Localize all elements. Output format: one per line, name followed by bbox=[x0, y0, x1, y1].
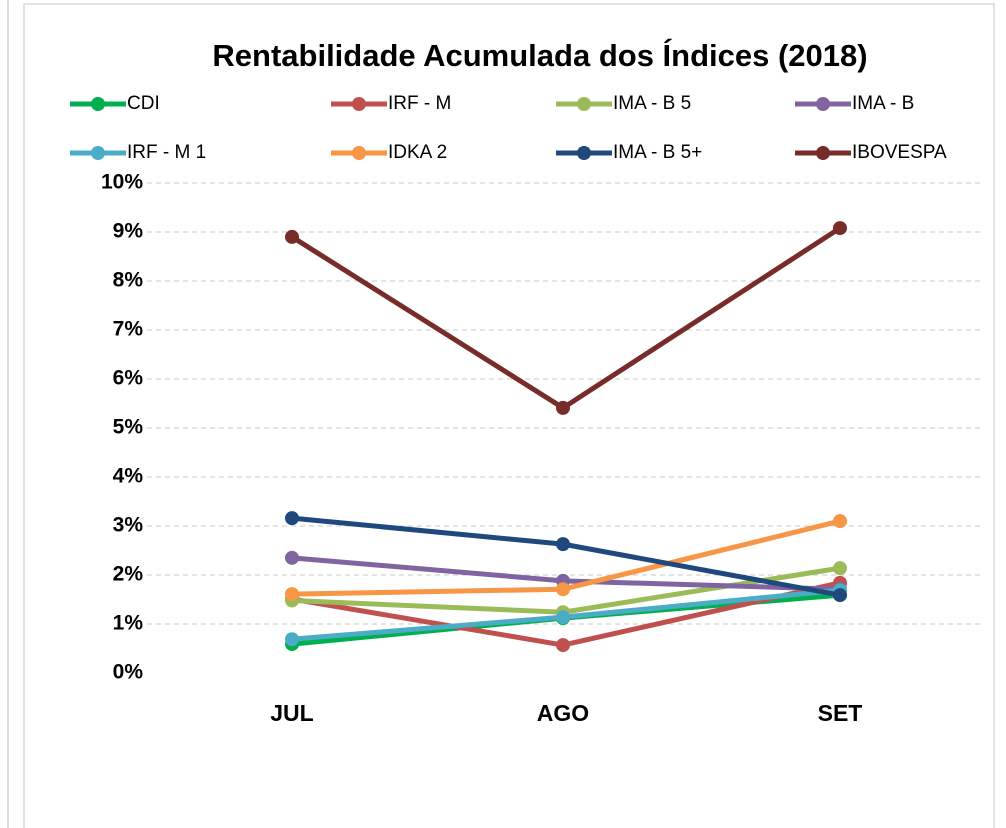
legend-marker bbox=[577, 97, 591, 111]
data-point bbox=[556, 537, 570, 552]
legend-label: IMA - B 5 bbox=[613, 93, 691, 114]
legend-marker bbox=[816, 146, 830, 160]
y-tick-label: 6% bbox=[113, 367, 144, 390]
legend-marker bbox=[352, 97, 366, 111]
y-tick-label: 3% bbox=[113, 514, 144, 537]
legend-label: IDKA 2 bbox=[388, 142, 447, 163]
data-point bbox=[556, 400, 570, 415]
legend-marker bbox=[816, 97, 830, 111]
data-point bbox=[556, 582, 570, 597]
data-point bbox=[556, 610, 570, 625]
x-tick-label: SET bbox=[818, 700, 863, 726]
y-tick-label: 4% bbox=[113, 465, 144, 488]
y-tick-label: 10% bbox=[101, 171, 143, 194]
y-tick-label: 1% bbox=[113, 612, 144, 635]
legend-label: IMA - B 5+ bbox=[613, 142, 702, 163]
legend-label: IMA - B bbox=[852, 93, 914, 114]
legend-label: IBOVESPA bbox=[852, 142, 947, 163]
data-point bbox=[833, 221, 847, 236]
series-line bbox=[290, 225, 842, 411]
legend-label: IRF - M 1 bbox=[127, 142, 206, 163]
y-tick-label: 2% bbox=[113, 563, 144, 586]
legend-marker bbox=[91, 146, 105, 160]
chart-title: Rentabilidade Acumulada dos Índices (201… bbox=[212, 38, 867, 73]
x-tick-label: AGO bbox=[537, 700, 589, 726]
data-point bbox=[833, 588, 847, 603]
y-tick-label: 9% bbox=[113, 220, 144, 243]
data-point bbox=[833, 561, 847, 576]
data-point bbox=[285, 550, 299, 565]
data-point bbox=[285, 511, 299, 526]
x-tick-label: JUL bbox=[270, 700, 313, 726]
data-point bbox=[285, 587, 299, 602]
data-point bbox=[285, 632, 299, 647]
y-tick-label: 7% bbox=[113, 318, 144, 341]
chart-frame bbox=[23, 3, 995, 828]
y-tick-label: 5% bbox=[113, 416, 144, 439]
legend-label: CDI bbox=[127, 93, 160, 114]
legend-marker bbox=[352, 146, 366, 160]
y-tick-label: 0% bbox=[113, 661, 144, 684]
legend-marker bbox=[91, 97, 105, 111]
legend-label: IRF - M bbox=[388, 93, 451, 114]
data-point bbox=[285, 229, 299, 244]
y-tick-label: 8% bbox=[113, 269, 144, 292]
data-point bbox=[556, 638, 570, 653]
data-point bbox=[833, 514, 847, 529]
legend-marker bbox=[577, 146, 591, 160]
